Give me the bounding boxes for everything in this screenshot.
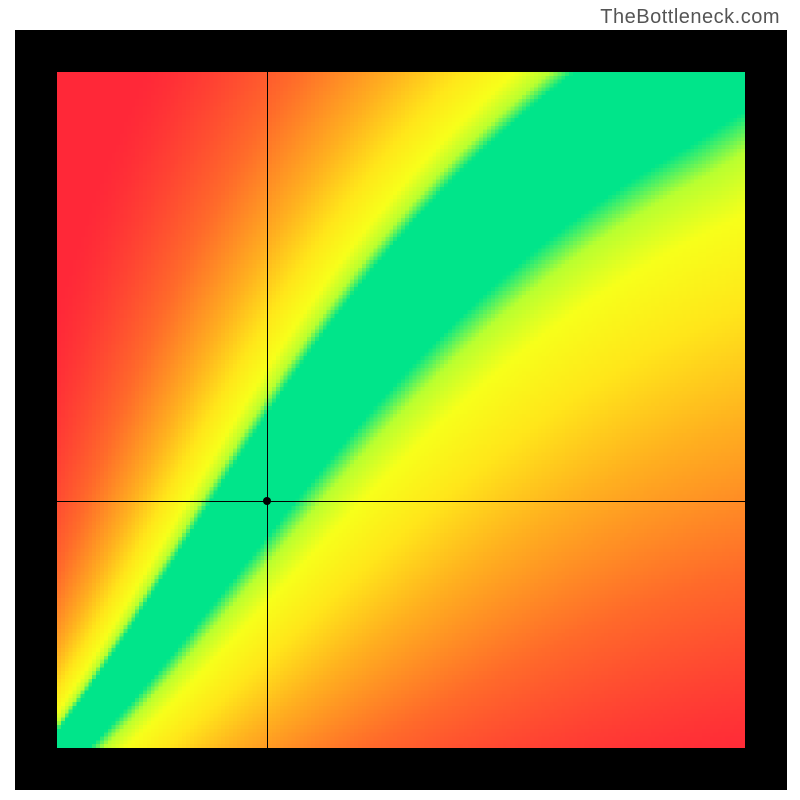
crosshair-horizontal: [57, 501, 745, 502]
heatmap-plot: [57, 72, 745, 748]
data-point-marker: [263, 497, 271, 505]
watermark-text: TheBottleneck.com: [600, 6, 780, 29]
crosshair-vertical: [267, 72, 268, 748]
heatmap-canvas: [57, 72, 745, 748]
chart-container: TheBottleneck.com: [0, 0, 800, 800]
